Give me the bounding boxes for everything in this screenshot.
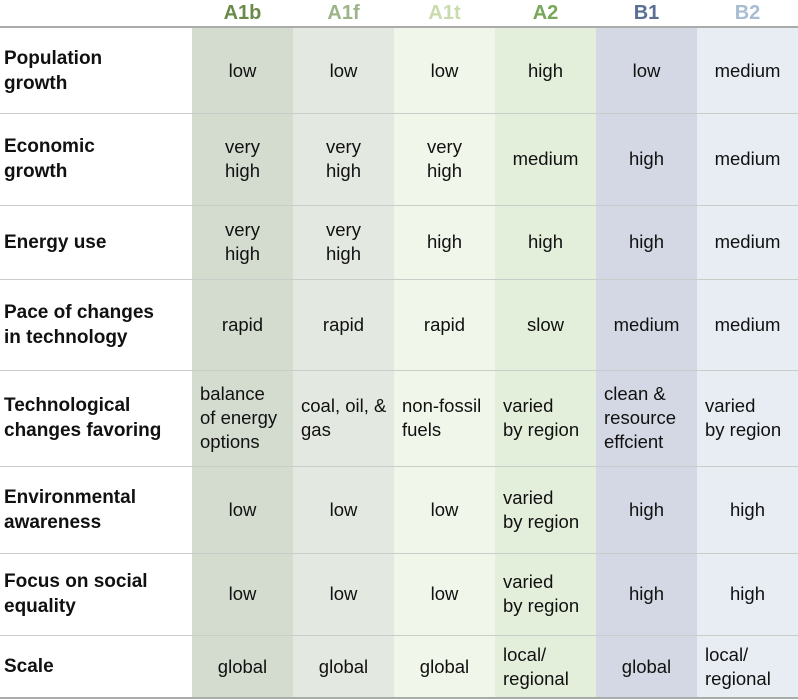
cell-a1t: low xyxy=(430,583,459,604)
cell-a2: slow xyxy=(526,313,564,335)
cell-a1b: global xyxy=(217,655,268,677)
row-label: Pace of changes in technology xyxy=(4,301,154,348)
row-divider xyxy=(0,370,798,371)
header-b2: B2 xyxy=(734,1,761,24)
cell-b2: varied by region xyxy=(705,395,782,440)
row-label: Population growth xyxy=(4,47,103,94)
cell-a2: varied by region xyxy=(503,395,580,440)
cell-b1: low xyxy=(632,59,661,81)
cell-a1t: global xyxy=(419,655,470,677)
row-label: Environmental awareness xyxy=(4,486,136,533)
col-bg-a1f xyxy=(293,27,394,698)
row-divider xyxy=(0,635,798,636)
cell-a1f: low xyxy=(329,498,358,520)
header-a1f: A1f xyxy=(327,1,360,24)
cell-a1f: low xyxy=(329,59,358,81)
cell-b1: clean & resource effcient xyxy=(604,383,676,452)
cell-b1: high xyxy=(629,231,664,252)
cell-b2: medium xyxy=(714,231,781,252)
header-a1t: A1t xyxy=(428,1,461,24)
cell-a2: medium xyxy=(512,148,579,169)
header-a1b: A1b xyxy=(223,1,262,24)
col-bg-a1t xyxy=(394,27,495,698)
cell-a1f: coal, oil, & gas xyxy=(301,395,387,440)
col-bg-a2 xyxy=(495,27,596,698)
row-divider xyxy=(0,553,798,554)
row-divider xyxy=(0,205,798,206)
row-label: Technological changes favoring xyxy=(4,395,162,441)
cell-a1b: very high xyxy=(225,219,260,264)
cell-b1: high xyxy=(629,148,664,169)
cell-a2: varied by region xyxy=(503,571,580,616)
row-divider xyxy=(0,466,798,467)
cell-a1t: rapid xyxy=(423,313,466,335)
cell-a2: high xyxy=(528,231,563,252)
cell-b1: high xyxy=(629,498,664,520)
cell-a1b: very high xyxy=(225,136,260,181)
cell-a1t: low xyxy=(430,498,459,520)
cell-a1f: very high xyxy=(326,136,361,181)
cell-a1f: rapid xyxy=(322,313,365,335)
cell-b2: medium xyxy=(714,59,781,81)
cell-a1t: very high xyxy=(427,136,462,181)
row-label: Focus on social equality xyxy=(4,571,148,617)
cell-a2: varied by region xyxy=(503,486,580,532)
cell-b2: local/ regional xyxy=(705,643,771,689)
header-b1: B1 xyxy=(633,1,660,24)
cell-b1: medium xyxy=(613,313,680,335)
row-divider xyxy=(0,113,798,114)
table-bottom-rule xyxy=(0,697,798,699)
cell-a1b: low xyxy=(228,583,257,604)
cell-a2: local/ regional xyxy=(503,643,569,689)
cell-a1b: low xyxy=(228,59,257,81)
cell-a1f: global xyxy=(318,655,369,677)
cell-a1f: low xyxy=(329,583,358,604)
col-bg-b2 xyxy=(697,27,798,698)
cell-b2: high xyxy=(730,583,765,604)
cell-a1t: low xyxy=(430,59,459,81)
cell-b2: medium xyxy=(714,148,781,169)
header-rule xyxy=(0,26,798,28)
cell-a1t: non-fossil fuels xyxy=(402,395,482,440)
row-label: Economic growth xyxy=(4,136,95,182)
cell-a1f: very high xyxy=(326,219,361,264)
cell-b2: medium xyxy=(714,313,781,335)
cell-a1t: high xyxy=(427,231,462,252)
cell-b1: global xyxy=(621,655,672,677)
cell-a1b: rapid xyxy=(221,313,264,335)
cell-b1: high xyxy=(629,583,664,604)
cell-a1b: balance of energy options xyxy=(200,383,278,452)
col-bg-b1 xyxy=(596,27,697,698)
row-divider xyxy=(0,279,798,280)
cell-a1b: low xyxy=(228,498,257,520)
row-label: Energy use xyxy=(4,231,107,253)
cell-a2: high xyxy=(528,59,563,81)
cell-b2: high xyxy=(730,498,765,520)
col-bg-a1b xyxy=(192,27,293,698)
header-a2: A2 xyxy=(532,1,559,24)
row-label: Scale xyxy=(4,656,54,677)
